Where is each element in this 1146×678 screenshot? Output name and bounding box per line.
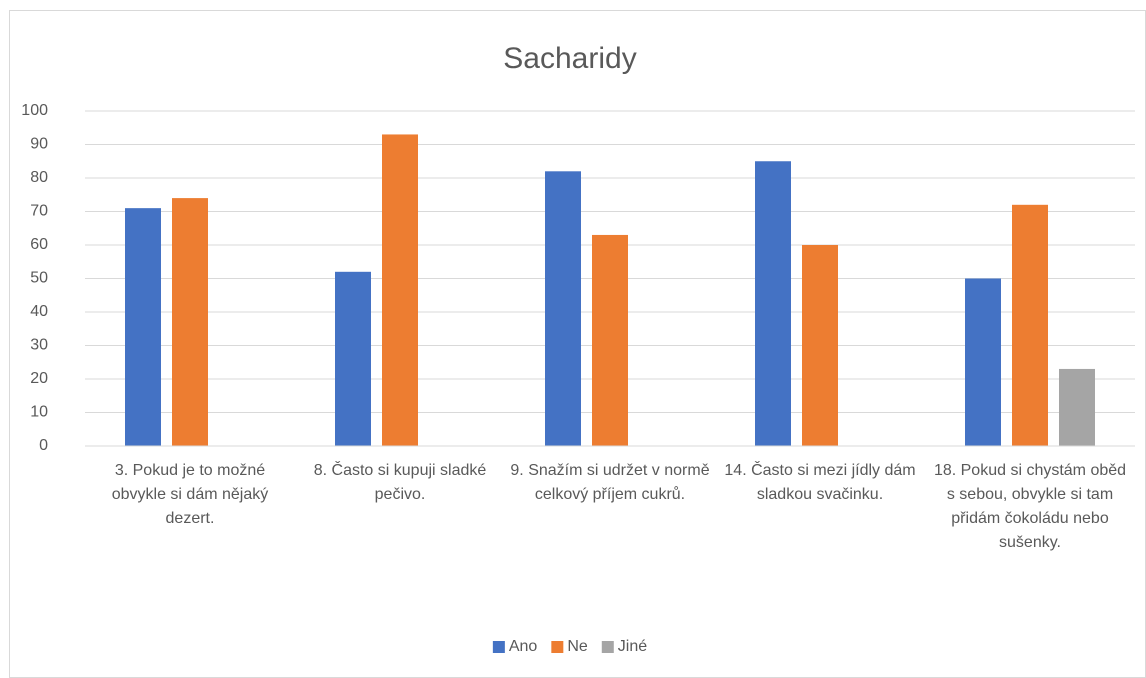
bar (802, 245, 838, 446)
y-tick-label: 50 (30, 270, 48, 287)
y-tick-label: 40 (30, 303, 48, 320)
y-tick-label: 80 (30, 169, 48, 186)
y-tick-label: 90 (30, 136, 48, 153)
bar (1059, 368, 1095, 446)
x-tick-label: 14. Často si mezi jídly dám sladkou svači… (724, 460, 915, 503)
bar (125, 208, 161, 446)
y-tick-label: 20 (30, 370, 48, 387)
legend-swatch (551, 641, 564, 653)
y-tick-label: 100 (21, 102, 48, 119)
bar (592, 234, 628, 446)
chart-title: Sacharidy (503, 42, 636, 75)
legend-swatch (492, 641, 505, 653)
y-tick-label: 10 (30, 404, 48, 421)
bar (1012, 204, 1048, 446)
legend-swatch (601, 641, 614, 653)
x-tick-label: 8. Často si kupuji sladké pečivo. (314, 460, 487, 503)
x-tick-label: 18. Pokud si chystám oběd s sebou, obvykl… (934, 462, 1126, 551)
y-tick-label: 0 (39, 437, 48, 454)
x-tick-label: 3. Pokud je to možné obvykle si dám nějak… (112, 462, 269, 527)
y-tick-label: 30 (30, 337, 48, 354)
bar (755, 161, 791, 446)
bar (382, 134, 418, 446)
legend-label: Jiné (618, 638, 647, 655)
legend-label: Ano (509, 638, 538, 655)
bar (172, 198, 208, 446)
y-tick-label: 70 (30, 203, 48, 220)
y-tick-label: 60 (30, 236, 48, 253)
bar (545, 171, 581, 447)
bar (965, 278, 1001, 446)
x-tick-label: 9. Snažím si udržet v normě celkový příje… (510, 462, 709, 503)
bar (335, 271, 371, 446)
legend-label: Ne (567, 638, 588, 655)
